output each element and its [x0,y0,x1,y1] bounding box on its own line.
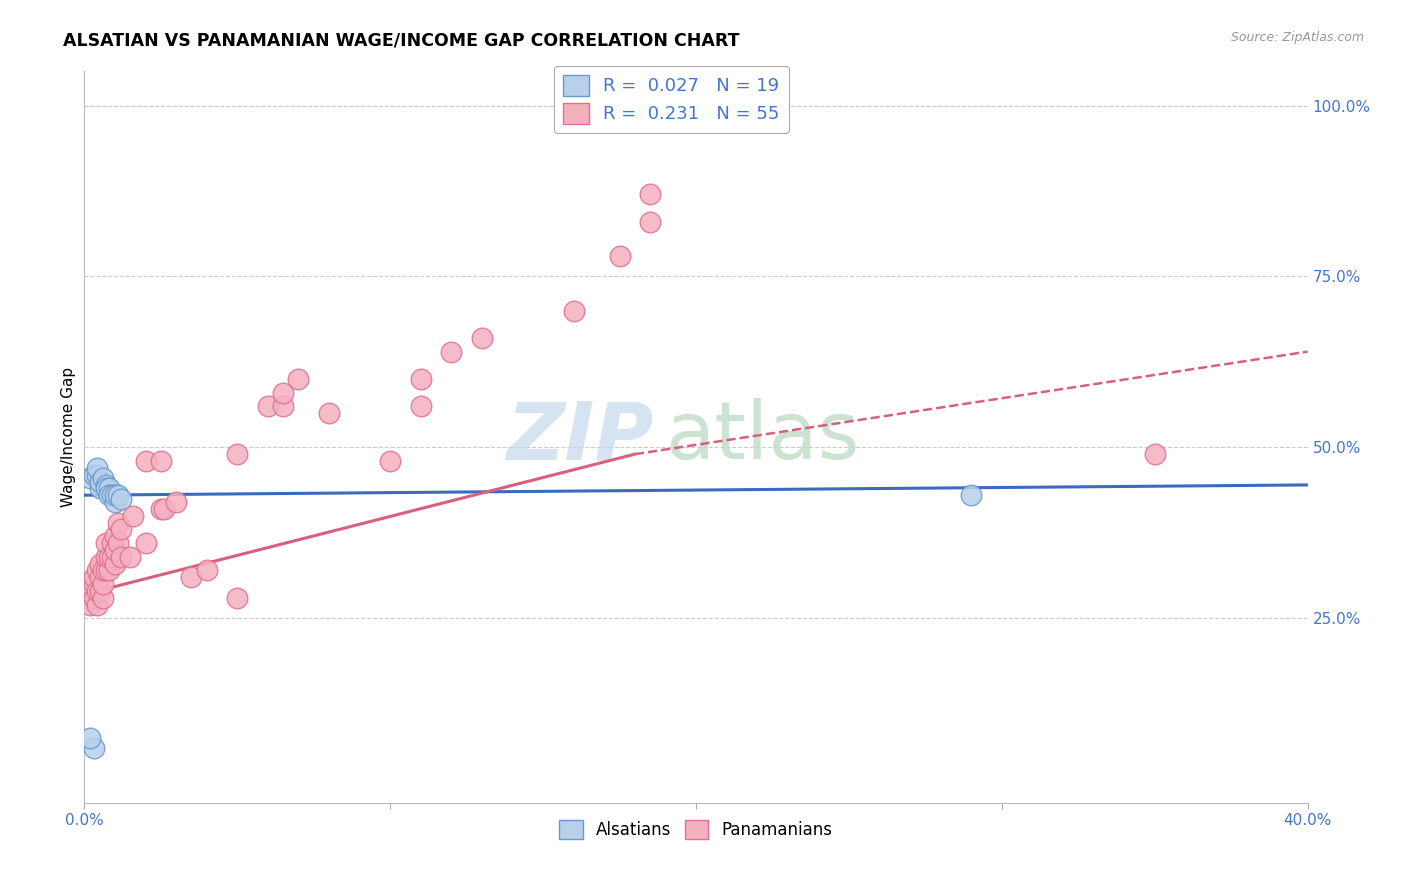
Point [107,536,129,550]
Text: Source: ZipAtlas.com: Source: ZipAtlas.com [1230,31,1364,45]
Point [89,475,111,489]
Point [94,549,117,564]
Point [86,583,108,598]
Point [83,741,105,756]
Point [110,522,132,536]
Point [135,536,157,550]
Point [107,488,129,502]
Point [409,400,432,414]
Point [97,549,120,564]
Point [226,591,249,605]
Point [79,583,101,598]
Point [318,406,340,420]
Point [195,563,218,577]
Point [101,536,124,550]
Point [89,570,111,584]
Text: ZIP: ZIP [506,398,654,476]
Point [79,598,101,612]
Legend: Alsatians, Panamanians: Alsatians, Panamanians [553,814,839,846]
Point [226,447,249,461]
Point [94,481,117,495]
Point [97,481,120,495]
Point [83,467,105,482]
Point [562,303,585,318]
Point [104,488,127,502]
Point [110,549,132,564]
Point [86,460,108,475]
Point [110,491,132,506]
Point [94,478,117,492]
Point [83,577,105,591]
Point [609,249,631,263]
Text: atlas: atlas [665,398,859,476]
Point [79,731,101,745]
Point [149,454,172,468]
Point [104,529,127,543]
Point [86,467,108,482]
Point [287,372,309,386]
Point [380,454,402,468]
Point [91,591,114,605]
Point [271,385,294,400]
Point [960,488,983,502]
Point [104,495,127,509]
Point [104,542,127,557]
Point [153,501,176,516]
Point [94,536,117,550]
Text: ALSATIAN VS PANAMANIAN WAGE/INCOME GAP CORRELATION CHART: ALSATIAN VS PANAMANIAN WAGE/INCOME GAP C… [63,31,740,49]
Point [83,570,105,584]
Point [91,471,114,485]
Point [91,577,114,591]
Point [89,557,111,571]
Point [91,563,114,577]
Point [86,563,108,577]
Y-axis label: Wage/Income Gap: Wage/Income Gap [60,367,76,508]
Point [83,591,105,605]
Point [257,400,280,414]
Point [440,344,463,359]
Point [409,372,432,386]
Point [89,583,111,598]
Point [638,215,661,229]
Point [122,508,145,523]
Point [79,471,101,485]
Point [271,400,294,414]
Point [1143,447,1166,461]
Point [97,563,120,577]
Point [149,501,172,516]
Point [94,563,117,577]
Point [120,549,142,564]
Point [638,187,661,202]
Point [104,557,127,571]
Point [97,488,120,502]
Point [101,488,124,502]
Point [135,454,157,468]
Point [89,481,111,495]
Point [107,516,129,530]
Point [86,598,108,612]
Point [165,495,187,509]
Point [180,570,202,584]
Point [471,331,494,345]
Point [101,549,124,564]
